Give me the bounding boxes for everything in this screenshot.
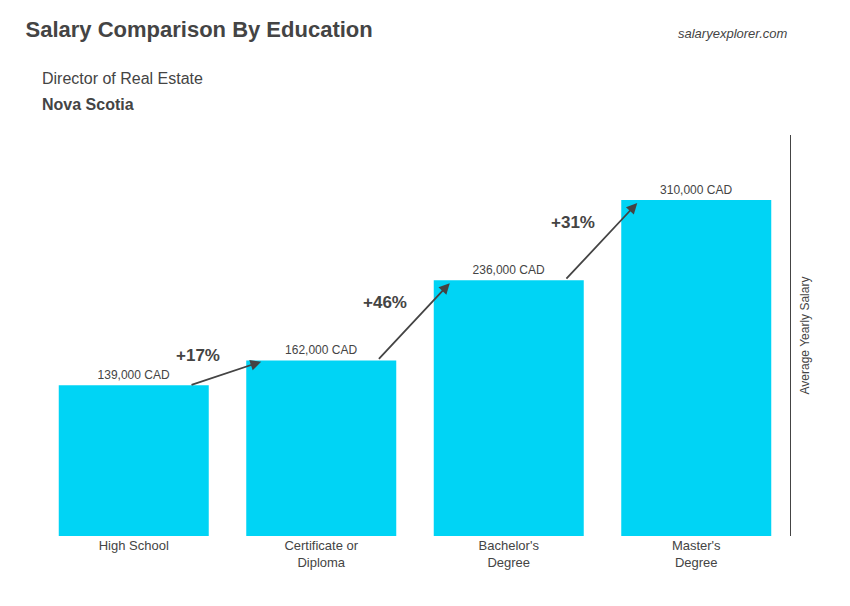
svg-text:Salary Comparison By Education: Salary Comparison By Education	[26, 17, 373, 42]
svg-text:Nova Scotia: Nova Scotia	[42, 96, 134, 113]
svg-text:310,000 CAD: 310,000 CAD	[660, 183, 732, 197]
svg-text:High School: High School	[99, 538, 169, 553]
svg-text:Director of Real Estate: Director of Real Estate	[42, 70, 203, 87]
svg-text:Master'sDegree: Master'sDegree	[672, 538, 721, 570]
svg-text:+31%: +31%	[551, 213, 595, 232]
svg-text:236,000 CAD: 236,000 CAD	[473, 263, 545, 277]
svg-text:Certificate orDiploma: Certificate orDiploma	[284, 538, 358, 570]
svg-text:162,000 CAD: 162,000 CAD	[285, 343, 357, 357]
svg-text:+46%: +46%	[363, 293, 407, 312]
svg-text:139,000 CAD: 139,000 CAD	[98, 368, 170, 382]
svg-text:salaryexplorer.com: salaryexplorer.com	[678, 26, 788, 41]
svg-text:+17%: +17%	[176, 346, 220, 365]
svg-text:Bachelor'sDegree: Bachelor'sDegree	[479, 538, 540, 570]
svg-text:Average Yearly Salary: Average Yearly Salary	[798, 277, 812, 395]
